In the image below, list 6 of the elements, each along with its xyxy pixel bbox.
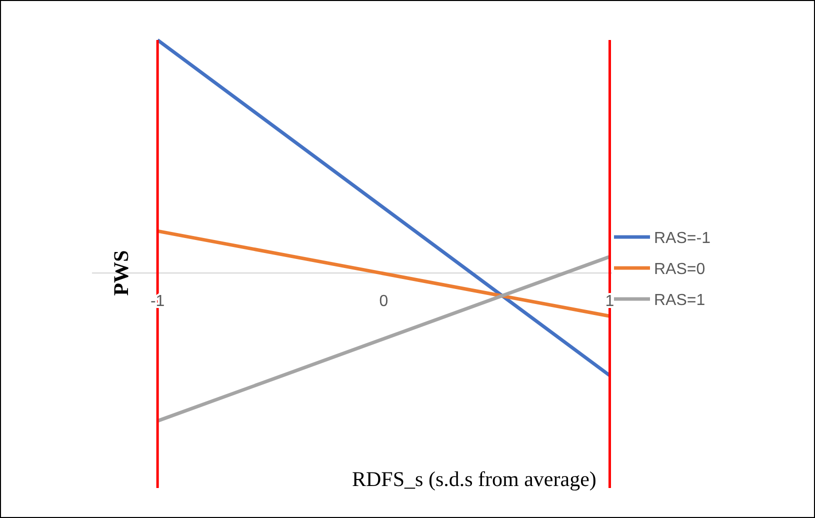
legend-label: RAS=1 — [654, 292, 706, 309]
x-axis-title: RDFS_s (s.d.s from average) — [352, 467, 596, 491]
legend-label: RAS=-1 — [654, 230, 711, 247]
y-axis-title: PWS — [109, 250, 133, 296]
legend-label: RAS=0 — [654, 261, 706, 278]
x-tick-label: 0 — [379, 293, 388, 310]
